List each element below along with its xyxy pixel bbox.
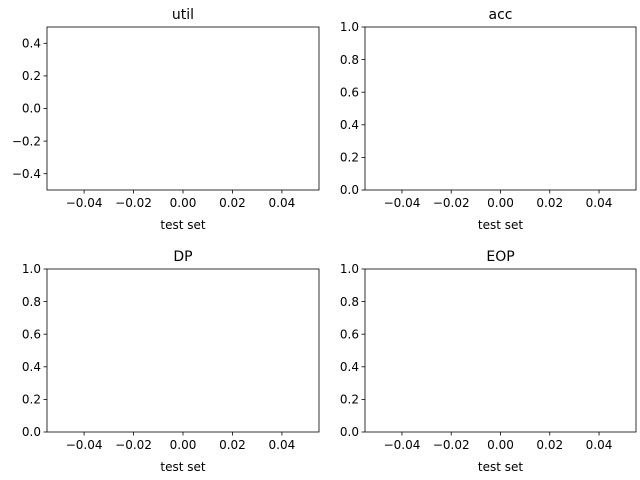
x-tick-label: 0.02	[536, 196, 563, 210]
subplot-3: EOP −0.04 −0.02 0.00 0.02 0.04 0.0 0.2 0.4 0.6 0.8…	[340, 249, 637, 474]
y-tick-label: 0.0	[22, 102, 41, 116]
x-tick-label: 0.04	[586, 438, 613, 452]
y-tick-label: 0.8	[340, 53, 359, 67]
y-tick-label: 0.0	[340, 425, 359, 439]
x-tick-label: 0.00	[170, 196, 197, 210]
x-tick-label: 0.04	[269, 438, 296, 452]
subplot-1: acc −0.04 −0.02 0.00 0.02 0.04 0.0 0.2 0.4 0.6 0.8…	[340, 7, 637, 232]
y-tick-label: 1.0	[340, 262, 359, 276]
subplot-2: DP −0.04 −0.02 0.00 0.02 0.04 0.0 0.2 0.4 0.6 0.8 1…	[22, 249, 320, 474]
x-tick-label: −0.04	[66, 196, 103, 210]
x-tick-label: 0.00	[170, 438, 197, 452]
x-tick-label: −0.02	[115, 438, 152, 452]
subplot-title: EOP	[486, 249, 514, 265]
subplot-title: util	[172, 7, 194, 23]
y-tick-label: 0.6	[340, 85, 359, 99]
x-tick-label: 0.04	[269, 196, 296, 210]
subplot-title: acc	[489, 7, 513, 23]
x-tick-label: −0.02	[115, 196, 152, 210]
x-tick-label: −0.04	[384, 196, 421, 210]
y-tick-label: −0.4	[12, 167, 41, 181]
x-axis-label: test set	[478, 218, 523, 232]
x-tick-label: −0.02	[433, 438, 470, 452]
y-tick-label: 0.4	[340, 360, 359, 374]
x-tick-label: 0.00	[487, 196, 514, 210]
y-tick-label: 0.8	[22, 295, 41, 309]
y-tick-label: 1.0	[340, 20, 359, 34]
y-tick-label: 0.6	[22, 327, 41, 341]
y-tick-label: 0.6	[340, 327, 359, 341]
x-tick-label: −0.02	[433, 196, 470, 210]
y-tick-label: 0.8	[340, 295, 359, 309]
x-tick-label: −0.04	[384, 438, 421, 452]
y-tick-label: 0.2	[340, 393, 359, 407]
x-tick-label: 0.02	[536, 438, 563, 452]
x-axis-label: test set	[478, 460, 523, 474]
subplot-0: util −0.04 −0.02 0.00 0.02 0.04 −0.4 −0.2 0.0 0.2…	[12, 7, 320, 232]
y-tick-label: 0.4	[22, 360, 41, 374]
y-tick-label: −0.2	[12, 134, 41, 148]
y-tick-label: 0.2	[22, 393, 41, 407]
y-tick-label: 0.2	[22, 69, 41, 83]
x-tick-label: 0.04	[586, 196, 613, 210]
y-tick-label: 0.2	[340, 151, 359, 165]
y-tick-label: 0.4	[340, 118, 359, 132]
x-tick-label: −0.04	[66, 438, 103, 452]
y-tick-label: 1.0	[22, 262, 41, 276]
y-tick-label: 0.0	[22, 425, 41, 439]
subplot-title: DP	[173, 249, 192, 265]
x-tick-label: 0.02	[219, 196, 246, 210]
x-tick-label: 0.00	[487, 438, 514, 452]
x-axis-label: test set	[160, 460, 205, 474]
y-tick-label: 0.4	[22, 37, 41, 51]
y-tick-label: 0.0	[340, 183, 359, 197]
x-tick-label: 0.02	[219, 438, 246, 452]
x-axis-label: test set	[160, 218, 205, 232]
